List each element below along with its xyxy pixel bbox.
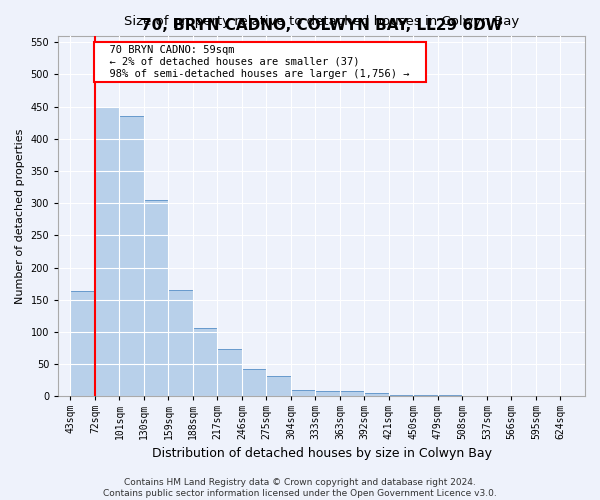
Text: Contains HM Land Registry data © Crown copyright and database right 2024.
Contai: Contains HM Land Registry data © Crown c… xyxy=(103,478,497,498)
Text: Size of property relative to detached houses in Colwyn Bay: Size of property relative to detached ho… xyxy=(124,16,519,28)
X-axis label: Distribution of detached houses by size in Colwyn Bay: Distribution of detached houses by size … xyxy=(152,447,491,460)
Bar xyxy=(119,116,144,396)
Bar xyxy=(291,390,316,396)
Bar xyxy=(217,350,242,397)
Bar xyxy=(169,290,193,397)
Bar xyxy=(438,395,463,396)
Bar xyxy=(266,376,291,396)
Bar xyxy=(316,392,340,396)
Bar xyxy=(389,394,413,396)
Bar xyxy=(70,292,95,397)
Bar xyxy=(340,392,364,396)
Bar xyxy=(364,394,389,396)
Bar xyxy=(413,395,438,396)
Bar xyxy=(242,369,266,396)
Text: 70 BRYN CADNO: 59sqm  
  ← 2% of detached houses are smaller (37)  
  98% of sem: 70 BRYN CADNO: 59sqm ← 2% of detached ho… xyxy=(97,46,422,78)
Title: 70, BRYN CADNO, COLWYN BAY, LL29 6DW: 70, BRYN CADNO, COLWYN BAY, LL29 6DW xyxy=(141,18,502,33)
Bar xyxy=(144,200,169,396)
Y-axis label: Number of detached properties: Number of detached properties xyxy=(15,128,25,304)
Bar xyxy=(95,106,119,397)
Bar xyxy=(193,328,217,396)
